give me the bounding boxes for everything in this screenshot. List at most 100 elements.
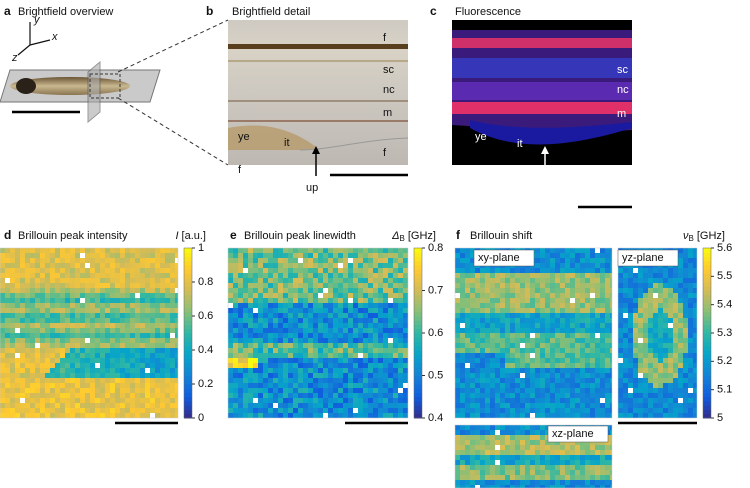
heatmap-pixel <box>145 398 150 403</box>
heatmap-pixel <box>348 338 353 343</box>
heatmap-pixel <box>358 378 363 383</box>
heatmap-pixel <box>525 323 530 328</box>
heatmap-pixel <box>150 328 155 333</box>
heatmap-pixel <box>595 278 600 283</box>
heatmap-pixel <box>5 383 10 388</box>
heatmap-pixel <box>470 298 475 303</box>
heatmap-pixel <box>648 348 653 353</box>
heatmap-pixel <box>333 303 338 308</box>
heatmap-pixel <box>120 383 125 388</box>
heatmap-pixel <box>590 480 595 485</box>
heatmap-pixel <box>278 333 283 338</box>
heatmap-pixel <box>110 318 115 323</box>
heatmap-pixel <box>175 313 178 318</box>
heatmap-pixel <box>293 313 298 318</box>
heatmap-pixel <box>565 288 570 293</box>
heatmap-pixel <box>100 268 105 273</box>
heatmap-pixel <box>233 353 238 358</box>
heatmap-pixel <box>298 408 303 413</box>
heatmap-pixel <box>575 363 580 368</box>
colorbar-segment <box>703 354 711 359</box>
heatmap-pixel <box>228 353 233 358</box>
heatmap-pixel <box>393 308 398 313</box>
heatmap-pixel <box>610 475 612 480</box>
heatmap-pixel <box>500 413 505 418</box>
heatmap-pixel <box>50 278 55 283</box>
heatmap-pixel <box>683 413 688 418</box>
heatmap-pixel <box>638 288 643 293</box>
heatmap-pixel <box>0 353 5 358</box>
heatmap-pixel <box>673 368 678 373</box>
heatmap-pixel <box>105 268 110 273</box>
heatmap-pixel <box>273 313 278 318</box>
heatmap-pixel <box>268 363 273 368</box>
heatmap-pixel <box>30 318 35 323</box>
heatmap-pixel <box>238 313 243 318</box>
heatmap-pixel <box>248 313 253 318</box>
heatmap-pixel <box>263 248 268 253</box>
heatmap-pixel <box>658 373 663 378</box>
heatmap-pixel <box>125 343 130 348</box>
heatmap-pixel <box>510 283 515 288</box>
heatmap-pixel <box>278 253 283 258</box>
heatmap-pixel <box>480 378 485 383</box>
heatmap-pixel <box>100 373 105 378</box>
heatmap-pixel <box>40 388 45 393</box>
colorbar-segment <box>184 307 192 313</box>
heatmap-pixel <box>248 363 253 368</box>
heatmap-pixel <box>368 323 373 328</box>
heatmap-pixel <box>333 278 338 283</box>
heatmap-pixel <box>678 348 683 353</box>
heatmap-pixel <box>575 388 580 393</box>
heatmap-pixel <box>530 303 535 308</box>
heatmap-pixel <box>125 318 130 323</box>
heatmap-pixel <box>293 413 298 418</box>
heatmap-pixel <box>570 383 575 388</box>
heatmap-pixel <box>480 445 485 450</box>
heatmap-pixel <box>100 328 105 333</box>
heatmap-pixel <box>545 398 550 403</box>
heatmap-pixel <box>540 413 545 418</box>
heatmap-pixel <box>403 298 408 303</box>
heatmap-pixel <box>248 408 253 413</box>
heatmap-pixel <box>555 413 560 418</box>
heatmap-pixel <box>618 408 623 413</box>
heatmap-pixel <box>253 293 258 298</box>
heatmap-pixel <box>110 393 115 398</box>
heatmap-pixel <box>368 258 373 263</box>
heatmap-pixel <box>125 293 130 298</box>
heatmap-pixel <box>5 248 10 253</box>
heatmap-pixel <box>20 403 25 408</box>
heatmap-pixel <box>175 258 178 263</box>
heatmap-pixel <box>25 303 30 308</box>
heatmap-pixel <box>495 268 500 273</box>
heatmap-pixel <box>555 445 560 450</box>
heatmap-pixel <box>120 348 125 353</box>
heatmap-pixel <box>70 348 75 353</box>
heatmap-pixel <box>175 348 178 353</box>
heatmap-pixel <box>338 248 343 253</box>
heatmap-pixel <box>460 248 465 253</box>
heatmap-pixel <box>15 318 20 323</box>
heatmap-pixel <box>95 268 100 273</box>
heatmap-pixel <box>253 393 258 398</box>
heatmap-pixel <box>595 465 600 470</box>
heatmap-pixel <box>465 323 470 328</box>
heatmap-pixel <box>495 343 500 348</box>
heatmap-pixel <box>263 293 268 298</box>
heatmap-pixel <box>343 393 348 398</box>
heatmap-pixel <box>605 303 610 308</box>
heatmap-pixel <box>45 303 50 308</box>
heatmap-pixel <box>283 283 288 288</box>
heatmap-pixel <box>505 293 510 298</box>
heatmap-pixel <box>328 338 333 343</box>
heatmap-pixel <box>60 403 65 408</box>
heatmap-pixel <box>258 288 263 293</box>
heatmap-pixel <box>555 363 560 368</box>
heatmap-pixel <box>683 298 688 303</box>
heatmap-pixel <box>170 263 175 268</box>
heatmap-pixel <box>535 440 540 445</box>
colorbar-segment <box>184 350 192 355</box>
heatmap-pixel <box>520 343 525 348</box>
heatmap-pixel <box>263 258 268 263</box>
